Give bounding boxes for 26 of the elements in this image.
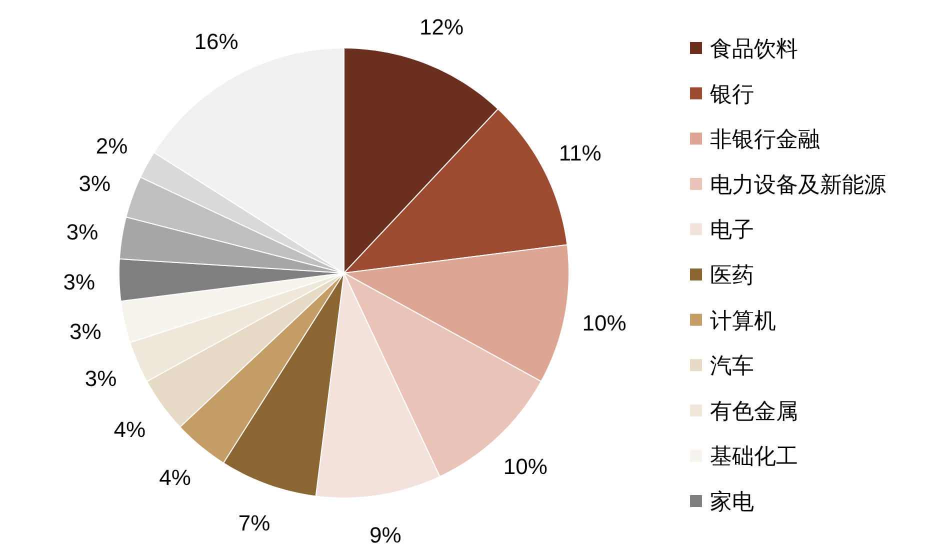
data-label: 10%: [582, 310, 626, 336]
legend-label: 计算机: [710, 308, 776, 333]
legend-label: 电子: [710, 217, 754, 242]
legend-label: 家电: [710, 489, 754, 514]
data-label: 4%: [114, 416, 146, 442]
data-label: 9%: [370, 522, 402, 548]
data-label: 3%: [84, 366, 117, 392]
data-label: 3%: [63, 269, 96, 294]
data-label: 12%: [420, 14, 464, 40]
legend-label: 汽车: [710, 353, 754, 378]
legend-label: 电力设备及新能源: [710, 172, 886, 197]
legend-label: 有色金属: [710, 398, 798, 424]
legend-label: 食品饮料: [710, 36, 798, 61]
data-label: 3%: [66, 220, 98, 245]
legend-label: 医药: [710, 262, 754, 288]
data-label: 3%: [69, 318, 102, 344]
data-label: 11%: [558, 140, 602, 166]
data-label: 10%: [503, 454, 548, 480]
data-label: 4%: [159, 465, 191, 490]
legend-label: 银行: [709, 81, 754, 106]
legend-label: 基础化工: [710, 444, 798, 469]
legend-label: 非银行金融: [710, 126, 820, 152]
data-label: 3%: [78, 171, 111, 196]
data-label: 16%: [194, 28, 238, 54]
data-label: 7%: [238, 510, 270, 536]
data-label: 2%: [96, 133, 128, 158]
